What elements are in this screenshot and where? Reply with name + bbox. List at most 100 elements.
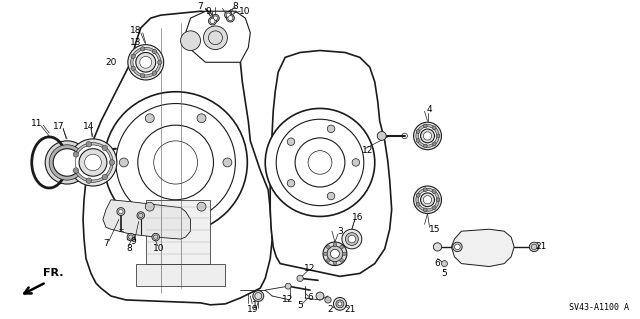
Text: 19: 19 — [246, 305, 258, 314]
Circle shape — [76, 145, 111, 180]
Circle shape — [68, 165, 74, 172]
Circle shape — [128, 45, 164, 80]
Text: SV43-A1100 A: SV43-A1100 A — [569, 303, 628, 312]
Text: 17: 17 — [53, 122, 65, 130]
Circle shape — [131, 54, 136, 58]
Circle shape — [416, 124, 439, 147]
Circle shape — [225, 11, 232, 19]
Circle shape — [79, 149, 107, 176]
Circle shape — [529, 242, 539, 252]
Circle shape — [104, 92, 247, 233]
Circle shape — [423, 196, 432, 204]
Polygon shape — [146, 200, 211, 263]
Circle shape — [413, 186, 442, 213]
Circle shape — [152, 234, 159, 241]
Circle shape — [209, 17, 216, 25]
Circle shape — [152, 71, 157, 75]
Circle shape — [442, 261, 447, 267]
Text: 21: 21 — [344, 305, 356, 314]
Circle shape — [420, 129, 435, 143]
Text: 8: 8 — [126, 244, 132, 253]
Text: 7: 7 — [103, 240, 109, 249]
Text: 5: 5 — [442, 269, 447, 278]
Text: 5: 5 — [297, 301, 303, 310]
Circle shape — [140, 56, 152, 68]
Circle shape — [324, 252, 327, 256]
Circle shape — [287, 138, 295, 145]
Circle shape — [346, 233, 358, 245]
Circle shape — [227, 14, 234, 22]
Text: FR.: FR. — [44, 268, 64, 278]
Text: 6: 6 — [435, 259, 440, 268]
Text: 2: 2 — [327, 305, 333, 314]
Circle shape — [327, 246, 343, 262]
Circle shape — [420, 193, 435, 207]
Circle shape — [352, 159, 360, 166]
Circle shape — [423, 188, 427, 192]
Circle shape — [340, 259, 344, 262]
Circle shape — [131, 66, 136, 70]
Circle shape — [140, 73, 145, 78]
Circle shape — [327, 125, 335, 133]
Circle shape — [342, 229, 362, 249]
Circle shape — [416, 193, 420, 197]
Text: 9: 9 — [205, 7, 211, 16]
Circle shape — [86, 142, 92, 147]
Circle shape — [223, 158, 232, 167]
Circle shape — [416, 130, 420, 133]
Text: 12: 12 — [282, 295, 294, 304]
Circle shape — [423, 132, 432, 140]
Circle shape — [131, 47, 161, 77]
Circle shape — [423, 124, 427, 128]
Circle shape — [336, 300, 344, 308]
Text: 15: 15 — [429, 225, 440, 234]
Circle shape — [333, 298, 346, 310]
Circle shape — [416, 202, 420, 206]
Circle shape — [423, 208, 427, 212]
Circle shape — [416, 188, 439, 211]
Circle shape — [326, 245, 330, 249]
Circle shape — [436, 134, 440, 138]
Circle shape — [432, 126, 436, 130]
Circle shape — [316, 292, 324, 300]
Circle shape — [323, 242, 347, 265]
Circle shape — [333, 261, 337, 265]
Circle shape — [432, 142, 436, 146]
Text: 12: 12 — [362, 146, 374, 155]
Circle shape — [120, 158, 129, 167]
Text: 18: 18 — [130, 26, 141, 35]
Polygon shape — [83, 11, 272, 305]
Circle shape — [86, 178, 92, 183]
Circle shape — [197, 114, 206, 122]
Circle shape — [265, 108, 375, 217]
Circle shape — [419, 127, 436, 145]
Text: 11: 11 — [31, 119, 42, 128]
Circle shape — [73, 143, 113, 182]
Circle shape — [197, 202, 206, 211]
Circle shape — [297, 275, 303, 281]
Circle shape — [423, 144, 427, 148]
Text: 20: 20 — [105, 58, 116, 67]
Text: 8: 8 — [232, 2, 238, 11]
Circle shape — [253, 291, 264, 301]
Circle shape — [127, 234, 134, 241]
Polygon shape — [270, 50, 392, 276]
Circle shape — [69, 139, 117, 186]
Polygon shape — [103, 200, 191, 239]
Circle shape — [109, 160, 115, 165]
Circle shape — [212, 14, 220, 22]
Circle shape — [340, 245, 344, 249]
Circle shape — [326, 259, 330, 262]
Circle shape — [413, 122, 442, 150]
Circle shape — [454, 244, 460, 250]
Circle shape — [436, 198, 440, 202]
Circle shape — [452, 242, 462, 252]
Polygon shape — [136, 263, 225, 286]
Text: 7: 7 — [198, 2, 204, 11]
Circle shape — [327, 192, 335, 200]
Circle shape — [226, 13, 230, 17]
Text: 21: 21 — [535, 242, 547, 251]
Circle shape — [136, 52, 156, 72]
Circle shape — [84, 154, 101, 171]
Circle shape — [204, 26, 227, 49]
